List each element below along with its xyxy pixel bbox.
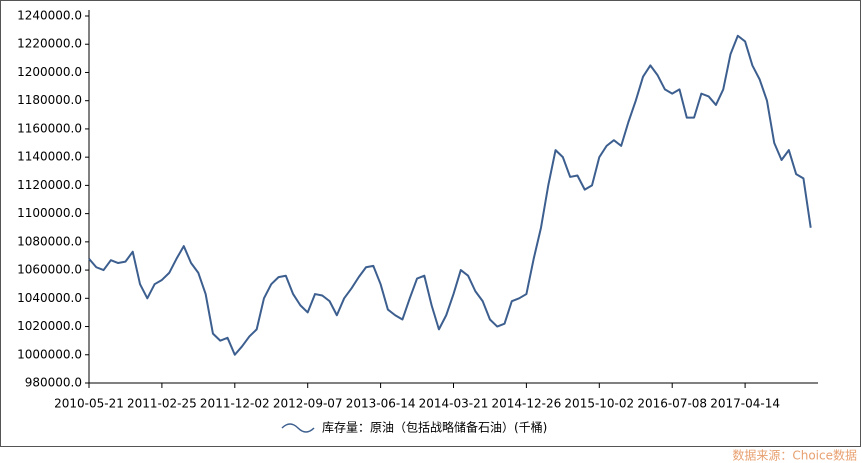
x-tick-label: 2010-05-21 (54, 397, 124, 411)
legend-symbol (281, 423, 315, 433)
data-line (88, 34, 812, 356)
y-tick-label: 1160000.0 (17, 121, 82, 135)
x-tick-label: 2014-03-21 (419, 397, 489, 411)
y-tick-label: 1040000.0 (17, 291, 82, 305)
x-tick-label: 2012-09-07 (273, 397, 343, 411)
y-tick-label: 1020000.0 (17, 319, 82, 333)
source-note: 数据来源：Choice数据 (732, 448, 857, 463)
y-tick-label: 1240000.0 (17, 9, 82, 23)
y-tick-label: 1060000.0 (17, 263, 82, 277)
y-tick-label: 1180000.0 (17, 93, 82, 107)
x-tick-label: 2011-12-02 (200, 397, 270, 411)
x-tick-label: 2011-02-25 (127, 397, 197, 411)
x-tick-label: 2014-12-26 (492, 397, 562, 411)
y-tick-label: 1120000.0 (17, 178, 82, 192)
x-tick-label: 2017-04-14 (710, 397, 780, 411)
y-tick-label: 1000000.0 (17, 347, 82, 361)
y-tick-label: 1100000.0 (17, 206, 82, 220)
chart-border (0, 0, 861, 447)
x-tick-label: 2015-10-02 (564, 397, 634, 411)
x-tick-label: 2013-06-14 (346, 397, 416, 411)
y-tick-label: 1200000.0 (17, 65, 82, 79)
y-tick-label: 1220000.0 (17, 37, 82, 51)
y-tick-label: 1080000.0 (17, 234, 82, 248)
legend-label: 库存量：原油（包括战略储备石油）(千桶) (322, 420, 547, 435)
y-tick-label: 980000.0 (25, 376, 82, 390)
y-tick-label: 1140000.0 (17, 150, 82, 164)
x-tick-label: 2016-07-08 (637, 397, 707, 411)
